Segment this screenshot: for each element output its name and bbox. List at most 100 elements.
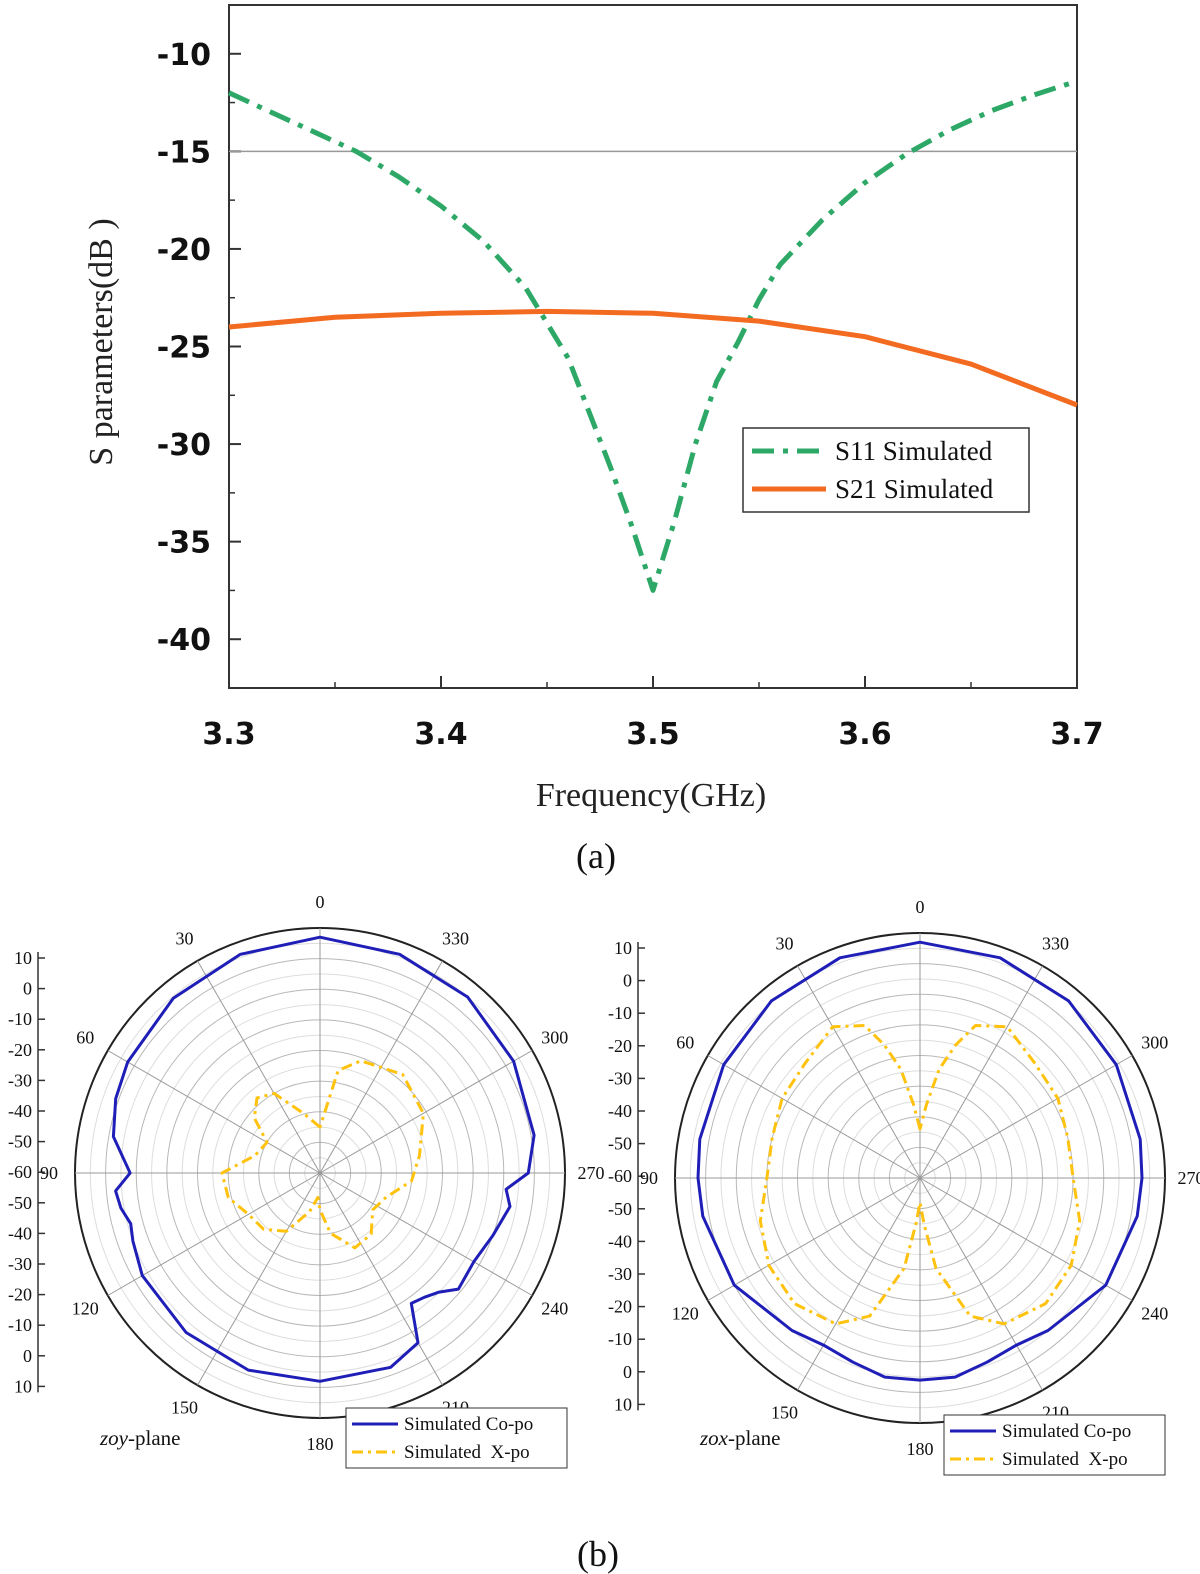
legend-box [345,1407,568,1469]
polar-plot-zox: 100-10-20-30-40-50-60-50-40-30-20-10010 … [608,897,1200,1476]
grid-spoke [107,1050,321,1174]
co-po-curve [696,940,1144,1382]
radial-scale-label: 0 [623,1362,632,1382]
caption-a: (a) [576,836,616,876]
angle-tick-label: 240 [1141,1304,1168,1324]
x-tick-label: 3.5 [626,717,679,752]
radial-scale-label: -10 [8,1009,32,1029]
angle-tick-label: 30 [776,933,794,953]
grid-spoke [797,965,921,1179]
angle-tick-label: 180 [307,1434,334,1454]
grid-spoke [919,1177,1133,1301]
grid-spoke [707,1177,921,1301]
x-tick-label: 3.6 [838,717,891,752]
y-tick-label: -40 [157,623,211,658]
angle-tick-label: 240 [541,1299,568,1319]
radial-scale-label: 10 [614,938,632,958]
legend-box [943,1414,1166,1476]
angle-tick-label: 120 [672,1304,699,1324]
legend-label-copo: Simulated Co-po [1002,1421,1131,1442]
angle-tick-label: 150 [771,1403,798,1423]
radial-scale-label: 0 [23,1346,32,1366]
legend-box [742,427,1030,513]
x-tick-label: 3.3 [202,717,255,752]
legend: S11 Simulated S21 Simulated [742,427,1030,513]
angle-tick-label: 300 [1141,1033,1168,1053]
grid-spoke [197,960,321,1174]
plot-frame [228,4,1078,689]
radial-scale-label: -60 [608,1166,632,1186]
y-tick-label: -30 [157,428,211,463]
y-axis-title: S parameters(dB ) [83,218,120,465]
legend: Simulated Co-po Simulated X-po [345,1407,568,1469]
angle-tick-label: 300 [541,1028,568,1048]
radial-scale-label: -20 [608,1297,632,1317]
legend-label-xpo: Simulated X-po [404,1442,530,1463]
s-parameter-chart: 3.3 3.4 3.5 3.6 3.7 -10 -15 -20 -25 -30 -35 -40 Fre… [83,4,1104,876]
grid-spoke [319,1050,533,1174]
radial-scale: 10 0 -10 -20 -30 -40 -50 -60 -50 -40 -30 -20 -10 0 10 [608,938,645,1414]
legend: Simulated Co-po Simulated X-po [943,1414,1166,1476]
grid-spoke [319,1172,443,1386]
angle-tick-label: 0 [916,897,925,917]
legend-label-xpo: Simulated X-po [1002,1449,1128,1470]
radial-scale-label: -50 [8,1193,32,1213]
radial-scale-label: -50 [608,1134,632,1154]
angle-tick-label: 150 [171,1398,198,1418]
radial-scale-label: -30 [608,1068,632,1088]
angle-tick-label: 270 [578,1163,605,1183]
grid-spoke [197,1172,321,1386]
radial-scale-label: -20 [8,1285,32,1305]
radial-scale-label: -20 [8,1040,32,1060]
grid-spoke [797,1177,921,1391]
radial-scale-label: -30 [8,1254,32,1274]
polar-plot-zoy: 100-10-20-30-40-50-60-50-40-30-20-10010 … [8,892,605,1469]
angle-tick-label: 330 [1042,933,1069,953]
angle-tick-label: 0 [316,892,325,912]
legend-label-copo: Simulated Co-po [404,1414,533,1435]
radial-scale-label: 0 [23,979,32,999]
angle-tick-label: 60 [76,1028,94,1048]
caption-b: (b) [577,1534,619,1574]
angle-tick-label: 90 [40,1163,58,1183]
series-line-s11 [227,78,1078,593]
radial-scale-label: -50 [608,1199,632,1219]
grid-spoke [919,1177,1043,1391]
angle-tick-label: 120 [72,1299,99,1319]
data-series [227,78,1078,593]
radial-scale-label: -30 [8,1070,32,1090]
angle-tick-label: 180 [907,1439,934,1459]
polar-series [696,940,1144,1382]
radial-scale-label: -50 [8,1132,32,1152]
grid-spoke [319,1172,533,1296]
radial-scale-label: -40 [8,1223,32,1243]
x-tick-label: 3.4 [414,717,467,752]
legend-label-s11: S11 Simulated [835,436,993,466]
y-tick-label: -10 [157,38,211,73]
y-tick-label: -35 [157,526,211,561]
radial-scale-label: 10 [14,1376,32,1396]
co-po-curve [111,935,536,1383]
radial-scale-label: 10 [14,948,32,968]
angle-tick-label: 330 [442,928,469,948]
radial-scale: 10 0 -10 -20 -30 -40 -50 -60 -50 -40 -30 -20 -10 0 10 [8,948,45,1396]
angle-tick-label: 270 [1178,1168,1200,1188]
radial-scale-label: 0 [623,971,632,991]
x-tick-label: 3.7 [1050,717,1103,752]
grid-spoke [919,1055,1133,1179]
radial-scale-label: -10 [608,1003,632,1023]
y-tick-label: -15 [157,135,211,170]
plane-label-zoy: zoy-plane [99,1426,180,1450]
polar-series [111,935,536,1383]
angle-tick-label: 30 [176,928,194,948]
grid-spoke [919,965,1043,1179]
angle-tick-label: 60 [676,1033,694,1053]
series-line-s21 [228,308,1078,408]
y-tick-label: -25 [157,331,211,366]
legend-label-s21: S21 Simulated [835,474,994,504]
radial-scale-label: -20 [608,1036,632,1056]
x-axis-title: Frequency(GHz) [536,777,766,814]
